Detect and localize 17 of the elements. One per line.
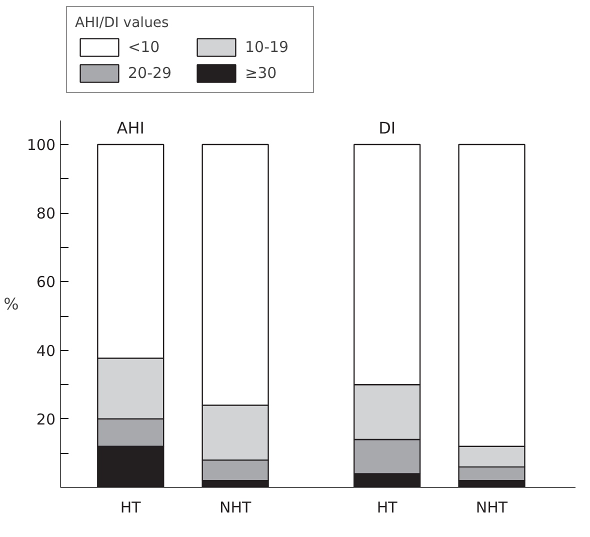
y-axis-title: %: [4, 294, 19, 314]
legend-label: ≥30: [245, 64, 278, 82]
annotation: AHI: [116, 118, 144, 138]
legend-label: 20-29: [128, 64, 173, 82]
annotation: DI: [378, 118, 396, 138]
y-tick-label: 20: [36, 410, 56, 428]
legend-label: 10-19: [245, 38, 290, 56]
y-tick-label: 60: [36, 273, 56, 292]
y-tick-label: 40: [36, 342, 56, 360]
y-tick-label: 80: [36, 204, 56, 223]
x-tick-label: NHT: [476, 498, 508, 516]
x-tick-label: HT: [376, 498, 398, 516]
x-tick-label: NHT: [219, 498, 252, 516]
legend-title: AHI/DI values: [75, 15, 170, 31]
legend-label: <10: [128, 38, 161, 56]
x-tick-label: HT: [120, 498, 142, 516]
y-tick-label: 100: [26, 136, 56, 154]
